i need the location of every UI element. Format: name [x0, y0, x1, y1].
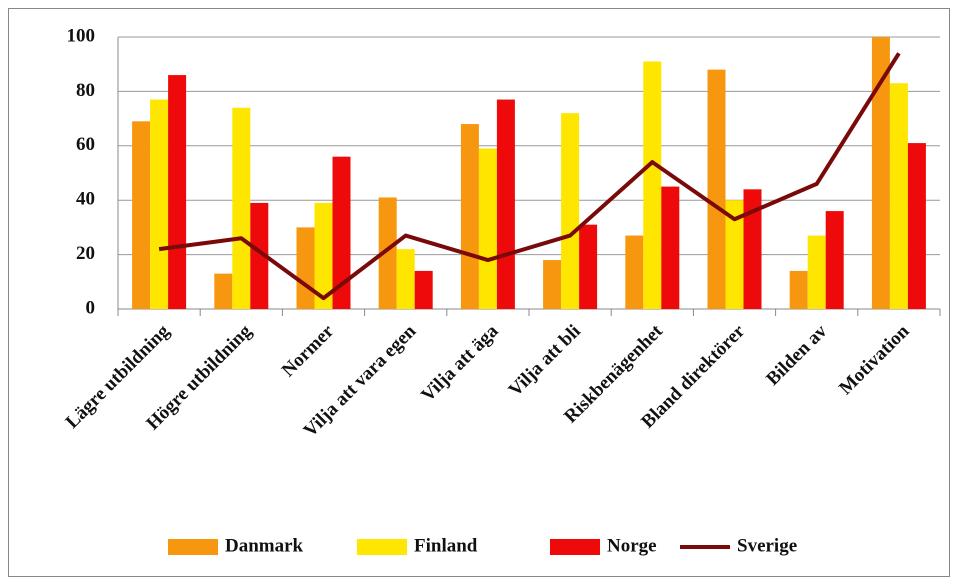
y-tick-label: 100 — [67, 25, 96, 46]
bar — [478, 148, 497, 309]
y-tick-label: 20 — [76, 243, 95, 264]
bar — [150, 99, 169, 309]
legend-swatch — [357, 539, 407, 555]
bar — [396, 249, 415, 309]
bar — [707, 69, 726, 309]
bar — [460, 124, 479, 309]
bar — [661, 186, 680, 309]
legend-label: Norge — [607, 535, 657, 556]
bar — [725, 200, 744, 309]
bar — [807, 235, 826, 309]
y-tick-label: 60 — [76, 134, 95, 155]
bar — [214, 273, 233, 309]
bar — [743, 189, 762, 309]
bar — [332, 156, 351, 309]
y-tick-label: 0 — [86, 297, 96, 318]
bar — [168, 75, 187, 309]
legend-label: Sverige — [737, 535, 797, 556]
y-tick-label: 80 — [76, 80, 95, 101]
bar — [561, 113, 580, 309]
bar — [496, 99, 515, 309]
legend-label: Finland — [414, 535, 478, 556]
bar — [825, 211, 844, 309]
legend-label: Danmark — [225, 535, 304, 556]
bar — [132, 121, 151, 309]
bar — [907, 143, 926, 309]
bar — [789, 270, 808, 309]
bar — [378, 197, 397, 309]
y-tick-label: 40 — [76, 189, 95, 210]
bar — [871, 37, 890, 309]
bar — [643, 61, 662, 310]
bar — [625, 235, 644, 309]
bar — [543, 260, 562, 309]
bar — [314, 202, 333, 309]
legend-swatch — [168, 539, 218, 555]
bar — [579, 224, 598, 309]
line-series — [158, 52, 901, 301]
bar — [232, 107, 251, 309]
bar — [250, 202, 269, 309]
legend-swatch — [550, 539, 600, 555]
bar — [414, 270, 433, 309]
bar — [889, 83, 908, 310]
bar — [296, 227, 315, 309]
